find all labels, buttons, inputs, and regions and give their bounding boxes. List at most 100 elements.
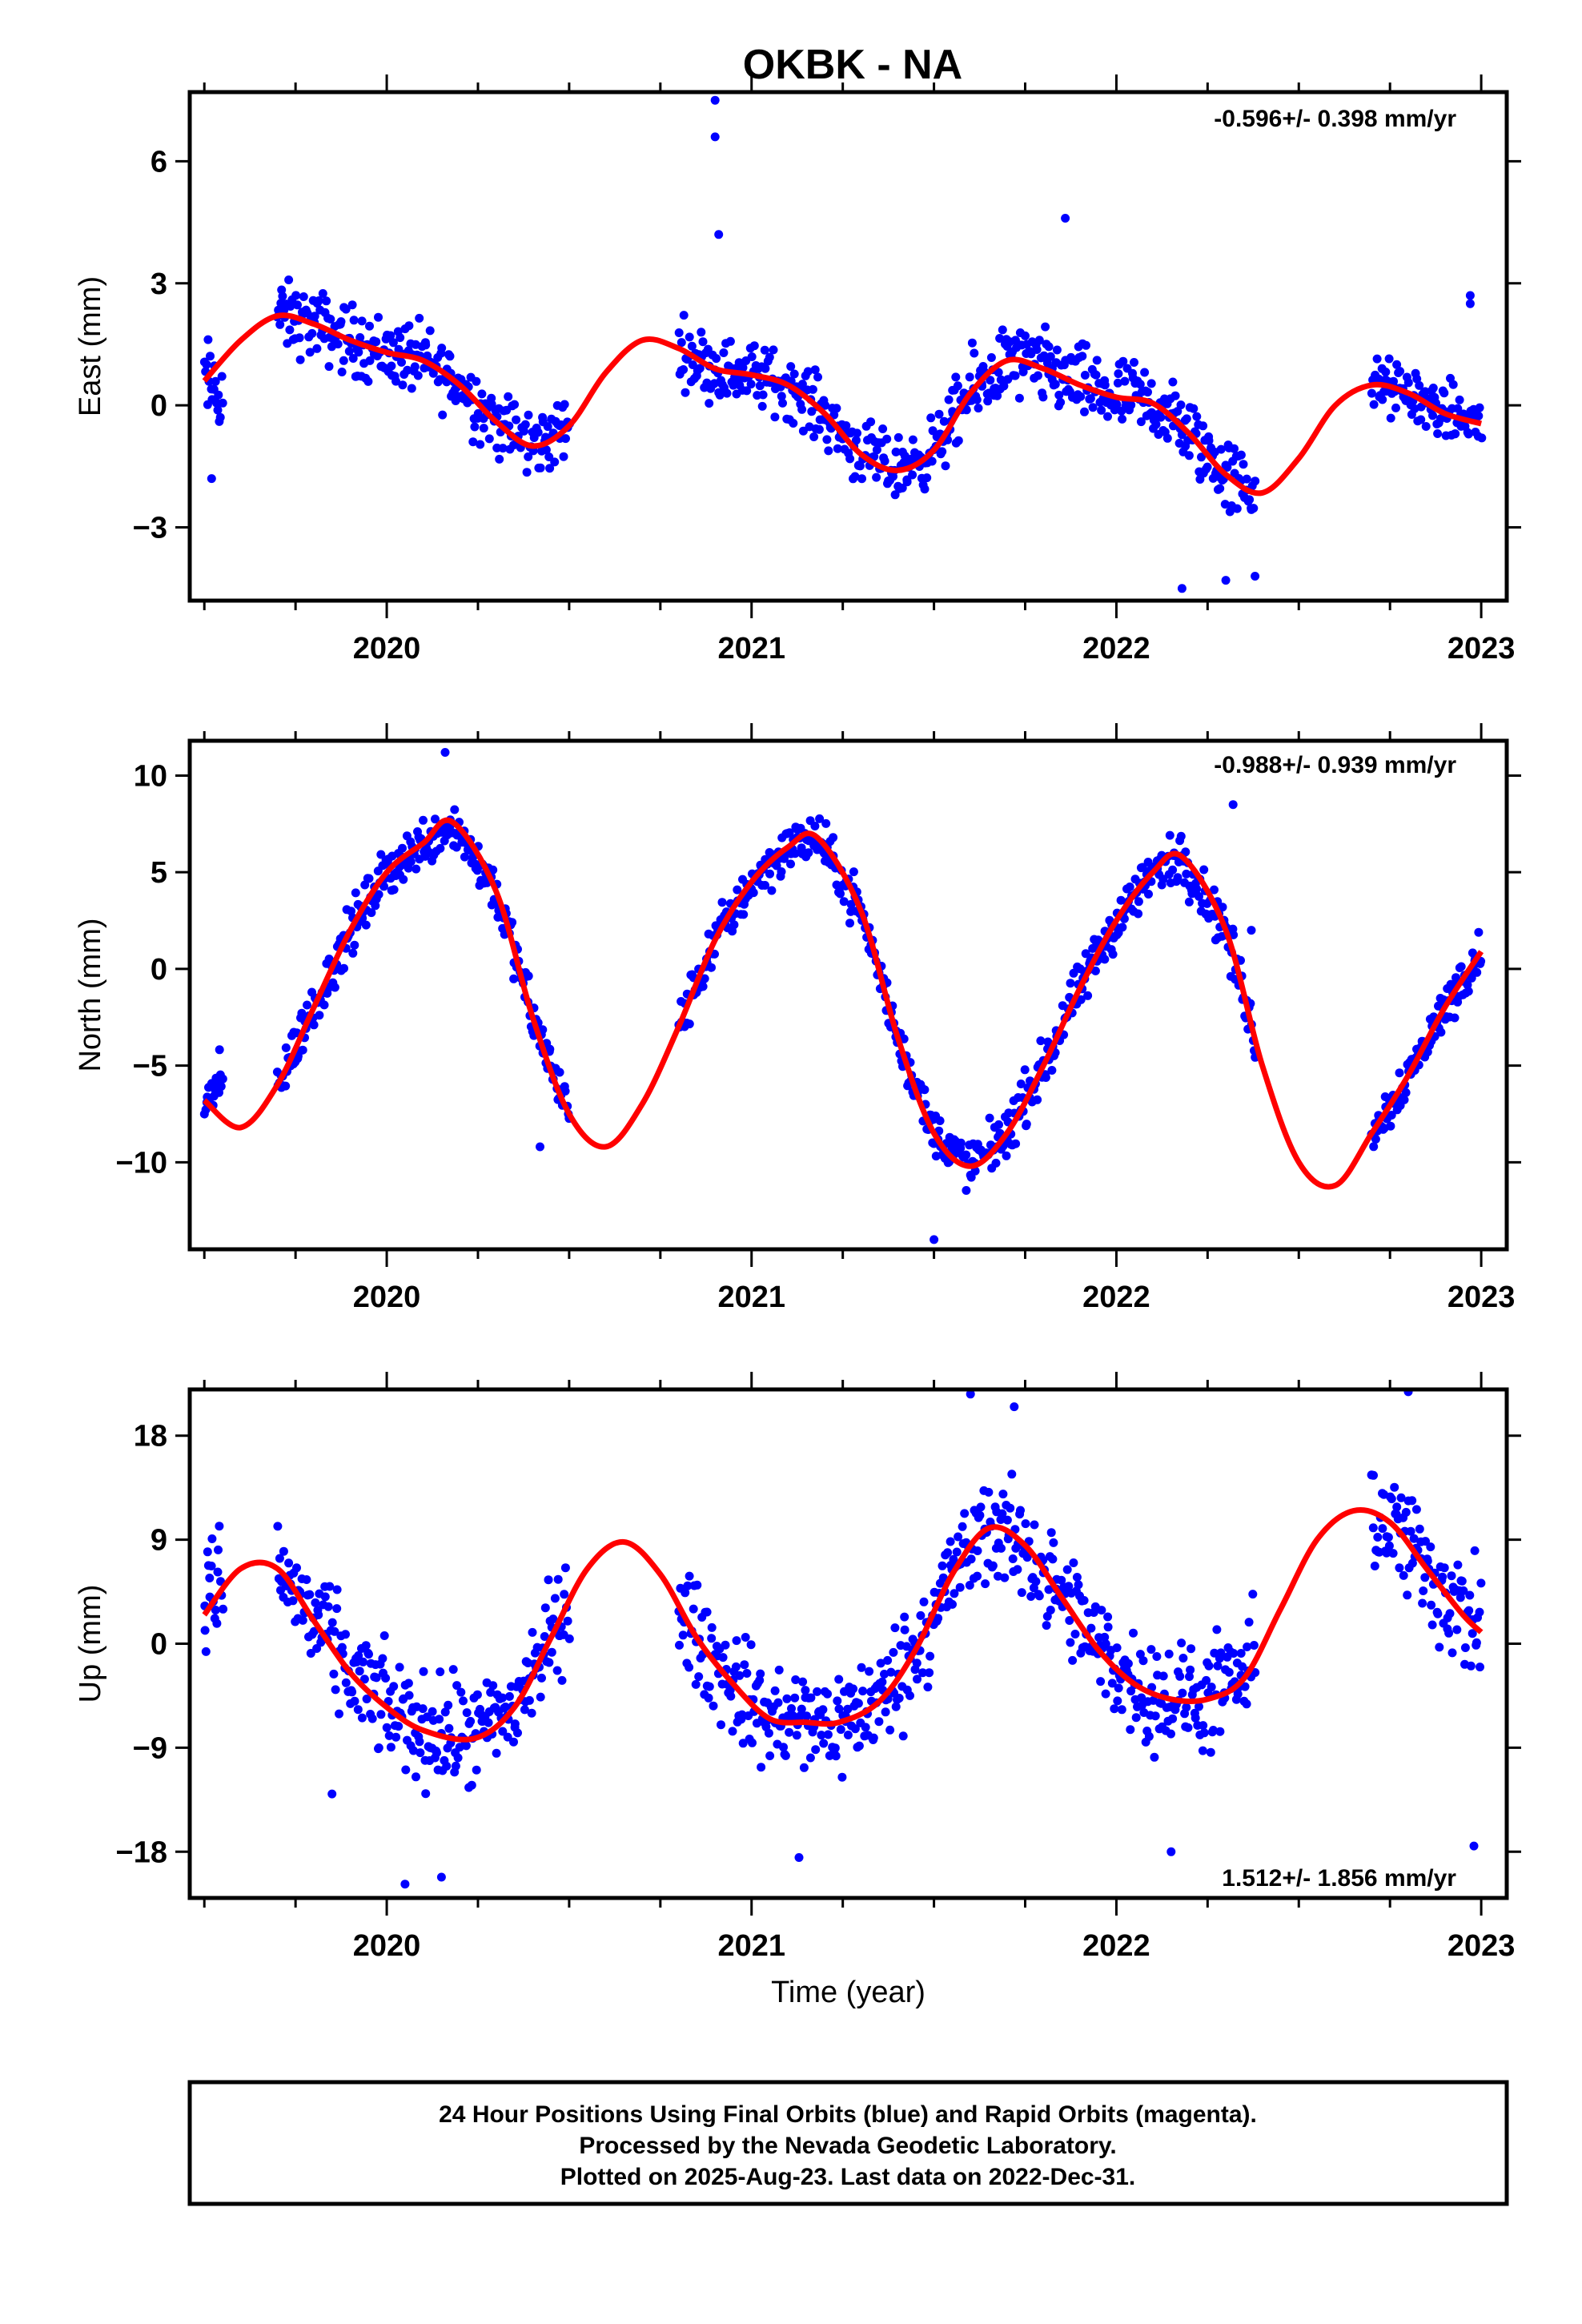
up-data-point: [1212, 1625, 1222, 1634]
east-data-point: [677, 338, 686, 348]
north-data-point: [440, 748, 450, 757]
east-data-point: [1374, 374, 1383, 384]
north-data-point: [364, 874, 374, 883]
up-y-tick-label: 18: [134, 1420, 167, 1454]
up-data-point: [341, 1678, 351, 1687]
east-data-point: [322, 296, 331, 306]
north-data-point: [1108, 950, 1118, 959]
up-data-point: [498, 1727, 508, 1736]
up-data-point: [400, 1880, 410, 1889]
up-data-point: [1044, 1585, 1054, 1594]
east-data-point: [1034, 371, 1042, 380]
up-data-point: [1445, 1609, 1455, 1618]
east-data-point: [470, 422, 480, 432]
north-data-point: [309, 1020, 319, 1030]
up-data-point: [1097, 1606, 1106, 1615]
east-data-point: [851, 436, 861, 445]
east-data-point: [927, 456, 937, 466]
up-data-point: [1475, 1607, 1484, 1617]
up-data-point: [354, 1651, 363, 1660]
east-data-point: [203, 335, 213, 344]
up-data-point: [806, 1693, 816, 1703]
up-data-point: [836, 1725, 845, 1735]
east-data-point: [1448, 380, 1458, 389]
up-data-point: [327, 1789, 337, 1799]
east-data-point: [285, 325, 295, 335]
east-data-point: [695, 364, 705, 373]
up-data-point: [707, 1622, 717, 1632]
up-data-point: [1100, 1632, 1110, 1642]
up-data-point: [1466, 1661, 1476, 1671]
up-data-point: [1210, 1648, 1219, 1658]
east-data-point: [1184, 451, 1194, 460]
north-data-point: [1192, 884, 1202, 894]
up-data-point: [1046, 1606, 1055, 1614]
north-data-point: [1464, 987, 1473, 996]
up-data-point: [1066, 1638, 1075, 1647]
east-data-point: [715, 390, 725, 400]
up-data-point: [818, 1705, 828, 1715]
east-data-point: [746, 380, 756, 389]
east-data-point: [1061, 214, 1070, 223]
east-data-point: [789, 369, 799, 379]
up-data-point: [364, 1650, 373, 1659]
up-data-point: [331, 1685, 340, 1695]
east-data-point: [1204, 436, 1214, 445]
up-data-point: [1207, 1683, 1216, 1692]
north-data-point: [1134, 909, 1143, 919]
east-data-point: [484, 434, 494, 444]
east-data-point: [1092, 356, 1102, 365]
up-data-point: [702, 1607, 712, 1617]
figure-title: OKBK - NA: [743, 42, 962, 88]
up-data-point: [938, 1561, 947, 1570]
north-data-point: [406, 857, 416, 866]
up-data-point: [1096, 1677, 1106, 1687]
north-data-point: [1041, 1073, 1050, 1082]
up-data-point: [799, 1763, 809, 1772]
up-data-point: [391, 1732, 401, 1742]
up-data-point: [341, 1630, 350, 1639]
up-data-point: [323, 1602, 333, 1611]
east-data-point: [872, 445, 881, 455]
north-y-tick-label: 5: [151, 856, 167, 890]
up-data-point: [1447, 1571, 1456, 1581]
north-data-point: [836, 889, 845, 899]
up-data-point: [452, 1681, 462, 1691]
east-data-point: [202, 360, 211, 369]
up-data-point: [557, 1675, 567, 1685]
up-data-point: [926, 1651, 935, 1661]
north-data-point: [472, 866, 482, 875]
up-data-point: [1472, 1638, 1481, 1647]
caption-line-3: Plotted on 2025-Aug-23. Last data on 202…: [560, 2164, 1136, 2190]
east-data-point: [1126, 400, 1136, 410]
up-data-point: [384, 1731, 394, 1740]
up-data-point: [823, 1689, 832, 1699]
east-data-point: [679, 365, 689, 374]
up-data-point: [540, 1632, 549, 1641]
east-data-point: [363, 376, 373, 386]
up-data-point: [275, 1554, 284, 1563]
east-data-point: [561, 434, 570, 444]
up-data-point: [1030, 1520, 1039, 1530]
up-data-point: [1208, 1726, 1218, 1735]
up-data-point: [207, 1562, 216, 1570]
up-data-point: [813, 1687, 822, 1696]
north-data-point: [994, 1120, 1003, 1129]
east-data-point: [1100, 380, 1110, 390]
up-data-point: [1158, 1671, 1168, 1681]
north-data-point: [845, 919, 854, 928]
north-y-tick-label: −5: [133, 1050, 167, 1084]
east-data-point: [347, 300, 357, 310]
north-data-point: [371, 901, 380, 911]
east-data-point: [803, 367, 813, 376]
up-data-point: [675, 1640, 684, 1650]
up-data-point: [1182, 1703, 1191, 1712]
north-data-point: [419, 815, 428, 825]
east-data-point: [543, 422, 552, 432]
north-data-point: [1450, 1013, 1460, 1023]
east-data-point: [841, 421, 851, 430]
up-data-point: [1469, 1841, 1479, 1851]
east-data-point: [1251, 476, 1260, 486]
up-x-tick-label: 2021: [717, 1929, 785, 1963]
east-data-point: [495, 454, 504, 464]
